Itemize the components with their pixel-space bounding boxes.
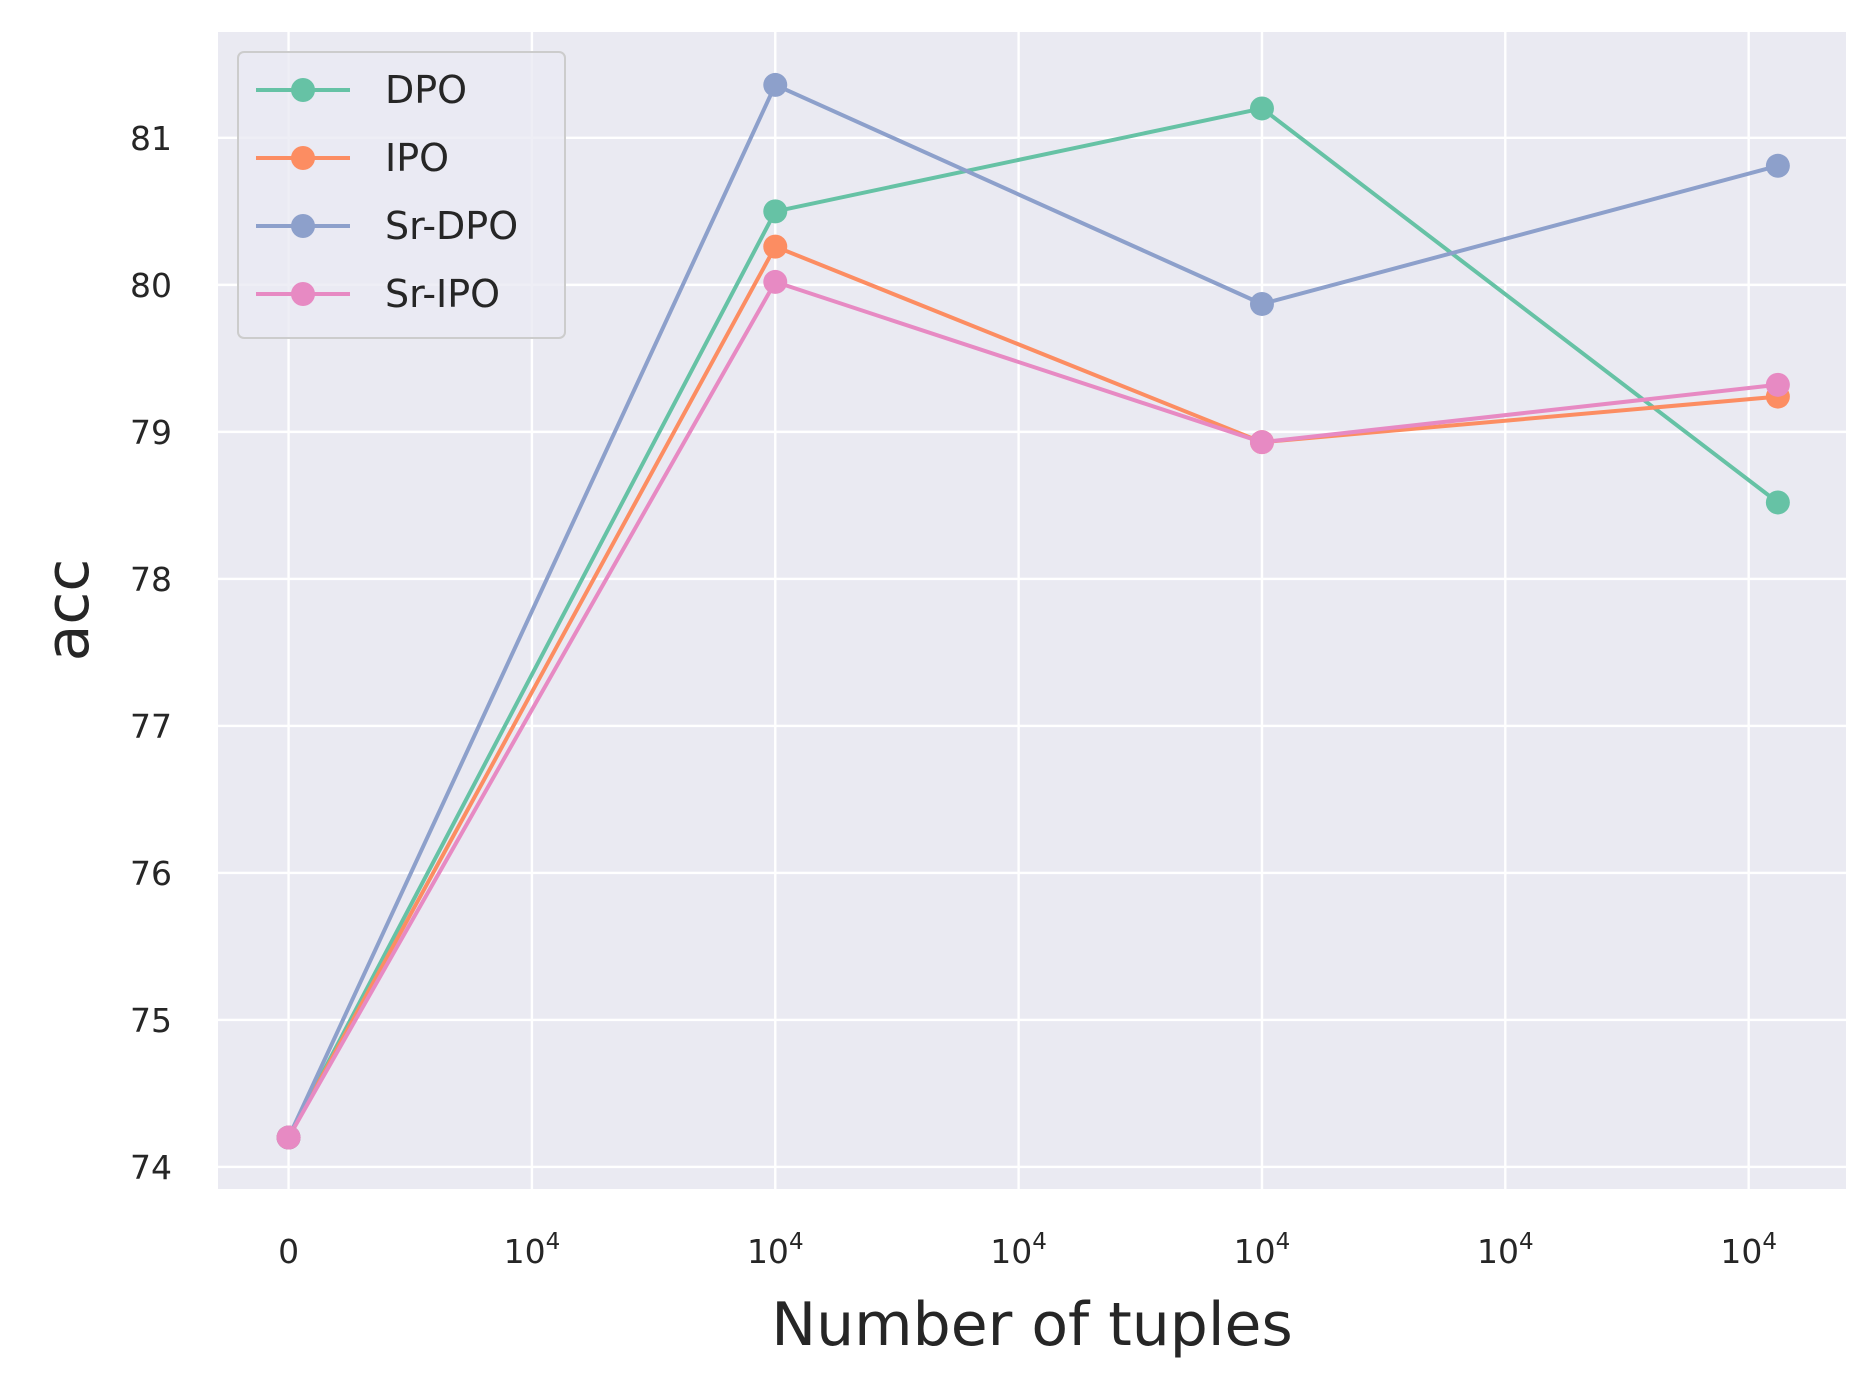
data-point-ipo	[763, 234, 788, 259]
x-tick-exponent: 4	[1762, 1229, 1777, 1255]
legend-marker	[291, 282, 315, 306]
x-tick-exponent: 4	[1032, 1229, 1047, 1255]
y-tick-label: 77	[130, 707, 172, 746]
legend-label: Sr-IPO	[385, 272, 500, 316]
legend-marker	[291, 214, 315, 238]
y-tick-labels: 74 75 76 77 78 79 80 81	[130, 119, 172, 1187]
x-tick-label: 104	[1477, 1229, 1534, 1271]
x-tick-base: 10	[747, 1232, 789, 1271]
data-point-sr-ipo	[1249, 430, 1274, 455]
x-tick-label: 0	[278, 1232, 299, 1271]
data-point-sr-dpo	[1249, 291, 1274, 316]
y-tick-label: 78	[130, 560, 172, 599]
legend-label: DPO	[385, 68, 467, 112]
x-tick-exponent: 4	[546, 1229, 561, 1255]
y-tick-label: 74	[130, 1148, 172, 1187]
series-line-ipo	[286, 244, 1779, 1139]
x-tick-label: 104	[504, 1229, 561, 1271]
series-line-dpo	[286, 106, 1780, 1139]
legend-label: Sr-DPO	[385, 204, 518, 248]
x-tick-exponent: 4	[789, 1229, 804, 1255]
y-tick-label: 81	[130, 119, 172, 158]
x-tick-exponent: 4	[1519, 1229, 1534, 1255]
x-tick-exponent: 4	[1276, 1229, 1291, 1255]
x-tick-base: 10	[990, 1232, 1032, 1271]
y-axis-title: acc	[33, 559, 103, 662]
data-point-sr-ipo	[276, 1125, 301, 1150]
data-point-dpo	[1249, 96, 1274, 121]
x-tick-base: 10	[1234, 1232, 1276, 1271]
x-tick-base: 10	[1477, 1232, 1519, 1271]
legend-marker	[291, 78, 315, 102]
x-axis-title: Number of tuples	[771, 1290, 1292, 1360]
x-tick-label: 104	[747, 1229, 804, 1271]
x-tick-label: 104	[990, 1229, 1047, 1271]
y-tick-label: 79	[130, 413, 172, 452]
data-point-sr-dpo	[763, 72, 788, 97]
x-tick-labels: 0 104 104 104 104 104 104	[278, 1229, 1777, 1271]
x-tick-base: 10	[504, 1232, 546, 1271]
series-line-sr-dpo	[286, 82, 1779, 1139]
y-tick-label: 75	[130, 1001, 172, 1040]
data-point-dpo	[1765, 490, 1790, 515]
y-tick-label: 80	[130, 266, 172, 305]
legend: DPO IPO Sr-DPO Sr-IPO	[237, 51, 566, 339]
series-line-sr-ipo	[286, 279, 1779, 1139]
data-point-dpo	[763, 199, 788, 224]
y-tick-label: 76	[130, 854, 172, 893]
legend-label: IPO	[385, 136, 449, 180]
x-tick-label: 104	[1234, 1229, 1291, 1271]
x-tick-base: 10	[1720, 1232, 1762, 1271]
x-tick-label: 104	[1720, 1229, 1777, 1271]
legend-marker	[291, 146, 315, 170]
data-point-sr-ipo	[763, 269, 788, 294]
series-markers	[276, 72, 1790, 1150]
legend-box	[237, 51, 566, 339]
series-lines	[286, 82, 1780, 1139]
x-tick-base: 0	[278, 1232, 299, 1271]
data-point-sr-dpo	[1765, 153, 1790, 178]
data-point-sr-ipo	[1765, 372, 1790, 397]
